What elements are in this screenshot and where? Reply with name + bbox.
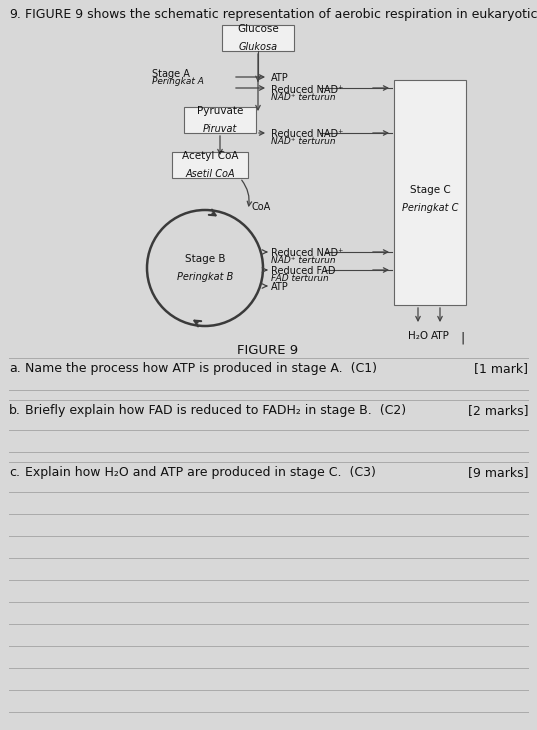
Text: Stage B: Stage B <box>185 254 225 264</box>
Text: [2 marks]: [2 marks] <box>468 404 528 417</box>
Bar <box>184 107 256 133</box>
Text: H₂O: H₂O <box>408 331 428 341</box>
Text: Asetil CoA: Asetil CoA <box>185 169 235 179</box>
Text: NAD⁺ terturun: NAD⁺ terturun <box>271 137 336 146</box>
Text: ATP: ATP <box>431 331 449 341</box>
Text: FIGURE 9 shows the schematic representation of aerobic respiration in eukaryotic: FIGURE 9 shows the schematic representat… <box>25 8 537 21</box>
Text: Glukosa: Glukosa <box>238 42 278 52</box>
Text: Reduced NAD⁺: Reduced NAD⁺ <box>271 129 343 139</box>
Text: NAD⁺ terturun: NAD⁺ terturun <box>271 93 336 102</box>
Text: [9 marks]: [9 marks] <box>468 466 528 479</box>
Text: Peringkat B: Peringkat B <box>177 272 233 282</box>
Text: Reduced NAD⁺: Reduced NAD⁺ <box>271 248 343 258</box>
Text: Acetyl CoA: Acetyl CoA <box>182 151 238 161</box>
Text: Name the process how ATP is produced in stage A.  (C1): Name the process how ATP is produced in … <box>25 362 377 375</box>
Text: c.: c. <box>9 466 20 479</box>
Text: Explain how H₂O and ATP are produced in stage C.  (C3): Explain how H₂O and ATP are produced in … <box>25 466 376 479</box>
Text: a.: a. <box>9 362 21 375</box>
Text: |: | <box>460 331 464 344</box>
Text: Stage A: Stage A <box>152 69 190 79</box>
Text: Pyruvate: Pyruvate <box>197 106 243 116</box>
Text: Stage C: Stage C <box>410 185 451 195</box>
Text: b.: b. <box>9 404 21 417</box>
Text: Reduced NAD⁺: Reduced NAD⁺ <box>271 85 343 95</box>
Text: Glucose: Glucose <box>237 24 279 34</box>
Text: [1 mark]: [1 mark] <box>474 362 528 375</box>
Text: Reduced FAD: Reduced FAD <box>271 266 336 276</box>
Text: ATP: ATP <box>271 282 289 292</box>
Text: CoA: CoA <box>252 202 271 212</box>
Bar <box>222 25 294 51</box>
Text: Briefly explain how FAD is reduced to FADH₂ in stage B.  (C2): Briefly explain how FAD is reduced to FA… <box>25 404 406 417</box>
Text: Piruvat: Piruvat <box>203 124 237 134</box>
Text: FAD terturun: FAD terturun <box>271 274 329 283</box>
Text: Peringkat A: Peringkat A <box>152 77 204 86</box>
Bar <box>172 152 248 178</box>
Text: NAD⁺ terturun: NAD⁺ terturun <box>271 256 336 265</box>
Text: FIGURE 9: FIGURE 9 <box>237 344 299 357</box>
Bar <box>394 80 466 305</box>
Text: ATP: ATP <box>271 73 289 83</box>
Text: 9.: 9. <box>9 8 21 21</box>
Text: Peringkat C: Peringkat C <box>402 203 458 213</box>
